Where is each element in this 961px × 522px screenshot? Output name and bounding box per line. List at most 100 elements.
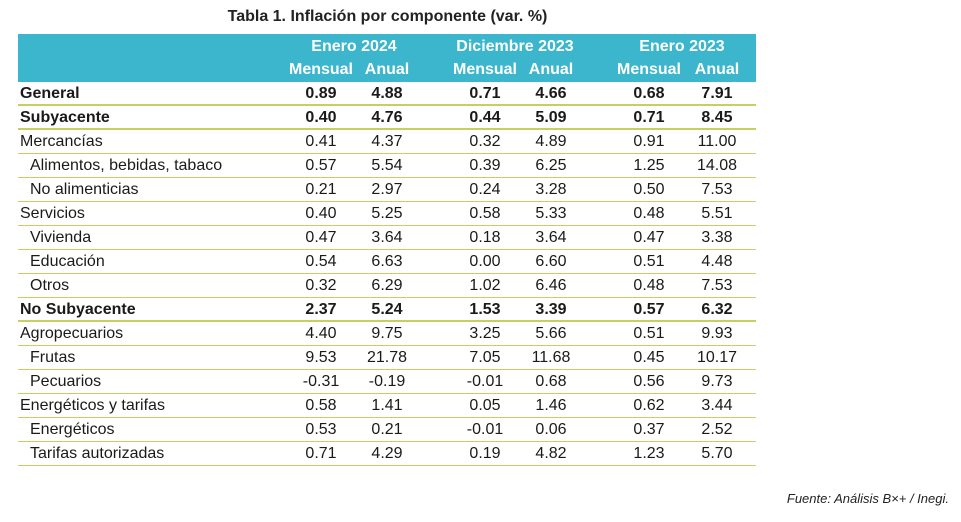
header-group-diciembre-2023: Diciembre 2023 <box>456 38 574 55</box>
table-cell: 6.25 <box>535 157 567 174</box>
row-label: Otros <box>30 277 70 294</box>
table-cell: 0.68 <box>535 373 567 390</box>
table-cell: 0.48 <box>633 205 665 222</box>
row-label: Energéticos <box>30 421 115 438</box>
table-cell: 0.32 <box>305 277 337 294</box>
header-subcolumn: Mensual <box>452 61 517 78</box>
row-label: No alimenticias <box>30 181 139 198</box>
table-cell: 0.45 <box>633 349 665 366</box>
table-cell: 6.46 <box>535 277 567 294</box>
table-title: Tabla 1. Inflación por componente (var. … <box>227 8 548 25</box>
table-cell: 6.60 <box>535 253 567 270</box>
row-label: Servicios <box>20 205 85 222</box>
table-cell: 6.63 <box>371 253 403 270</box>
header-subcolumn: Mensual <box>288 61 353 78</box>
table-cell: 5.25 <box>371 205 403 222</box>
table-cell: 0.51 <box>633 325 665 342</box>
table-cell: 3.64 <box>535 229 567 246</box>
table-cell: 0.21 <box>371 421 403 438</box>
table-cell: 2.37 <box>305 301 337 318</box>
table-cell: 5.24 <box>371 301 403 318</box>
row-label: Subyacente <box>20 109 110 126</box>
table-cell: 0.54 <box>305 253 337 270</box>
row-label: Energéticos y tarifas <box>20 397 165 414</box>
table-cell: 11.68 <box>531 349 571 366</box>
table-cell: 0.18 <box>469 229 501 246</box>
table-cell: 1.25 <box>633 157 665 174</box>
table-cell: 1.02 <box>469 277 501 294</box>
table-cell: 2.52 <box>701 421 733 438</box>
table-cell: 7.91 <box>701 85 733 102</box>
table-row: Energéticos 0.53 0.21 -0.01 0.06 0.37 2.52 <box>18 418 756 442</box>
table-cell: 3.44 <box>701 397 733 414</box>
table-cell: 0.44 <box>469 109 501 126</box>
table-cell: 0.40 <box>305 205 337 222</box>
table-cell: 0.53 <box>305 421 337 438</box>
table-cell: 0.48 <box>633 277 665 294</box>
table-cell: 1.41 <box>371 397 403 414</box>
row-label: Agropecuarios <box>20 325 124 342</box>
table-row: Educación 0.54 6.63 0.00 6.60 0.51 4.48 <box>18 250 756 274</box>
table-cell: 7.53 <box>701 277 733 294</box>
table-row: Pecuarios -0.31 -0.19 -0.01 0.68 0.56 9.73 <box>18 370 756 394</box>
row-label: Educación <box>30 253 105 270</box>
table-row: General 0.89 4.88 0.71 4.66 0.68 7.91 <box>18 82 756 106</box>
header-subcolumn: Anual <box>364 61 410 78</box>
table-cell: 0.57 <box>633 301 665 318</box>
table-cell: 0.51 <box>633 253 665 270</box>
table-cell: -0.19 <box>368 373 406 390</box>
table-cell: 4.88 <box>371 85 403 102</box>
table-cell: 5.70 <box>701 445 733 462</box>
table-row: Energéticos y tarifas 0.58 1.41 0.05 1.46 0.6… <box>18 394 756 418</box>
row-label: Pecuarios <box>30 373 102 390</box>
table-cell: 5.66 <box>535 325 567 342</box>
table-cell: -0.01 <box>466 373 504 390</box>
table-cell: 5.54 <box>371 157 403 174</box>
table-cell: 0.71 <box>633 109 665 126</box>
table-body: General 0.89 4.88 0.71 4.66 0.68 7.91 Subyacent… <box>18 82 756 466</box>
table-cell: 3.38 <box>701 229 733 246</box>
table-cell: 0.71 <box>305 445 337 462</box>
table-cell: 0.89 <box>305 85 337 102</box>
table-cell: 6.32 <box>701 301 733 318</box>
row-label: Alimentos, bebidas, tabaco <box>30 157 223 174</box>
header-subcolumn: Anual <box>528 61 574 78</box>
table-cell: 0.05 <box>469 397 501 414</box>
row-label: Tarifas autorizadas <box>30 445 165 462</box>
table-row: Otros 0.32 6.29 1.02 6.46 0.48 7.53 <box>18 274 756 298</box>
table-cell: 0.57 <box>305 157 337 174</box>
header-subcolumn: Mensual <box>616 61 681 78</box>
table-cell: 9.75 <box>371 325 403 342</box>
source-note: Fuente: Análisis B×+ / Inegi. <box>786 491 949 506</box>
table-row: No Subyacente 2.37 5.24 1.53 3.39 0.57 6.32 <box>18 298 756 322</box>
table-cell: 10.17 <box>696 349 738 366</box>
row-label: No Subyacente <box>20 301 136 318</box>
table-cell: 0.37 <box>633 421 665 438</box>
table-cell: 0.39 <box>469 157 501 174</box>
table-cell: 3.25 <box>469 325 501 342</box>
table-cell: 4.37 <box>371 133 403 150</box>
table-cell: 8.45 <box>701 109 733 126</box>
header-group-enero-2023: Enero 2023 <box>639 38 725 55</box>
table-header: Enero 2024 Diciembre 2023 Enero 2023 Men… <box>18 34 756 82</box>
table-cell: 0.91 <box>633 133 665 150</box>
table-cell: 1.46 <box>535 397 567 414</box>
table-cell: 0.06 <box>535 421 567 438</box>
table-cell: 0.21 <box>305 181 337 198</box>
table-cell: 0.19 <box>469 445 501 462</box>
table-cell: 4.29 <box>371 445 403 462</box>
row-label: Vivienda <box>30 229 92 246</box>
table-cell: 0.47 <box>305 229 337 246</box>
table-cell: 0.32 <box>469 133 501 150</box>
table-cell: 3.28 <box>535 181 567 198</box>
table-cell: 5.09 <box>535 109 567 126</box>
table-cell: 4.66 <box>535 85 567 102</box>
table-cell: 4.48 <box>701 253 733 270</box>
row-label: Frutas <box>30 349 76 366</box>
table-cell: 0.24 <box>469 181 501 198</box>
inflation-table: Enero 2024 Diciembre 2023 Enero 2023 Men… <box>18 34 756 466</box>
table-cell: 1.53 <box>469 301 501 318</box>
table-cell: -0.31 <box>302 373 340 390</box>
table-cell: 0.00 <box>469 253 501 270</box>
table-row: Frutas 9.53 21.78 7.05 11.68 0.45 10.17 <box>18 346 756 370</box>
